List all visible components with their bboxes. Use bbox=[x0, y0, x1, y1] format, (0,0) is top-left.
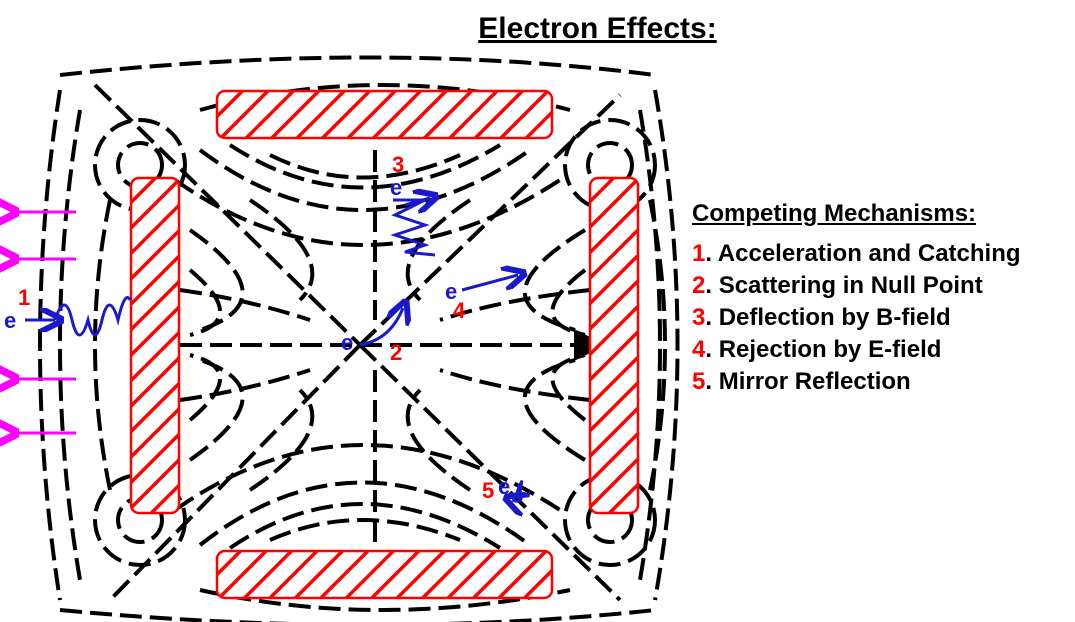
field-line bbox=[648, 199, 667, 491]
field-line bbox=[248, 198, 315, 302]
legend-item-1: 1. Acceleration and Catching bbox=[692, 240, 1021, 267]
page-title: Electron Effects: bbox=[478, 12, 717, 45]
field-line bbox=[188, 353, 222, 422]
legend: Competing Mechanisms: 1. Acceleration an… bbox=[692, 200, 1021, 398]
field-line bbox=[439, 368, 591, 402]
field-line bbox=[38, 89, 62, 601]
electron-path-2 bbox=[359, 308, 403, 347]
field-line bbox=[405, 198, 472, 302]
field-line bbox=[522, 358, 587, 462]
field-line bbox=[522, 228, 587, 332]
field-line bbox=[653, 89, 680, 601]
field-line bbox=[188, 228, 245, 332]
field-line bbox=[93, 199, 112, 491]
electron-path-4 bbox=[461, 275, 518, 292]
marker-4: 4 bbox=[453, 298, 466, 323]
electron-label-4: e bbox=[445, 279, 457, 304]
field-line bbox=[439, 288, 591, 322]
field-line bbox=[269, 518, 461, 542]
field-line bbox=[198, 480, 532, 547]
legend-item-5: 5. Mirror Reflection bbox=[692, 368, 911, 395]
electron-path-3-arrow bbox=[404, 198, 430, 205]
separatrix-line bbox=[93, 83, 362, 347]
electron-path-1-wave bbox=[53, 296, 132, 337]
field-line bbox=[179, 368, 311, 402]
field-line bbox=[173, 443, 562, 512]
electron-label-5: e bbox=[498, 474, 510, 499]
legend-item-2: 2. Scattering in Null Point bbox=[692, 272, 983, 299]
coil-right bbox=[588, 176, 640, 515]
marker-5: 5 bbox=[482, 478, 494, 503]
field-line bbox=[179, 288, 311, 322]
field-line bbox=[188, 358, 245, 462]
electron-label-1: e bbox=[4, 308, 16, 333]
magenta-arrows bbox=[16, 212, 76, 433]
field-line bbox=[198, 148, 532, 212]
field-line bbox=[638, 109, 662, 581]
legend-heading: Competing Mechanisms: bbox=[692, 200, 977, 227]
legend-item-3: 3. Deflection by B-field bbox=[692, 304, 951, 331]
coil-left bbox=[129, 176, 181, 515]
field-line bbox=[405, 388, 472, 492]
legend-item-4: 4. Rejection by E-field bbox=[692, 336, 942, 363]
field-line bbox=[228, 502, 502, 550]
marker-2: 2 bbox=[390, 340, 402, 365]
field-line bbox=[550, 353, 587, 422]
coil-bottom bbox=[215, 549, 554, 600]
field-line bbox=[550, 268, 587, 337]
coil-top bbox=[215, 89, 554, 140]
electron-paths bbox=[25, 198, 522, 501]
coils bbox=[129, 89, 640, 600]
electron-label-2: e bbox=[341, 330, 353, 355]
electron-label-3: e bbox=[390, 175, 402, 200]
field-line bbox=[188, 268, 222, 337]
field-line bbox=[58, 109, 82, 581]
field-line bbox=[59, 608, 656, 622]
field-line bbox=[173, 178, 562, 247]
field-line bbox=[228, 143, 502, 190]
marker-3: 3 bbox=[392, 152, 404, 177]
marker-1: 1 bbox=[18, 285, 30, 310]
field-line bbox=[248, 388, 315, 492]
electron-path-5 bbox=[512, 480, 522, 502]
field-line bbox=[269, 153, 461, 180]
field-line bbox=[59, 55, 656, 77]
